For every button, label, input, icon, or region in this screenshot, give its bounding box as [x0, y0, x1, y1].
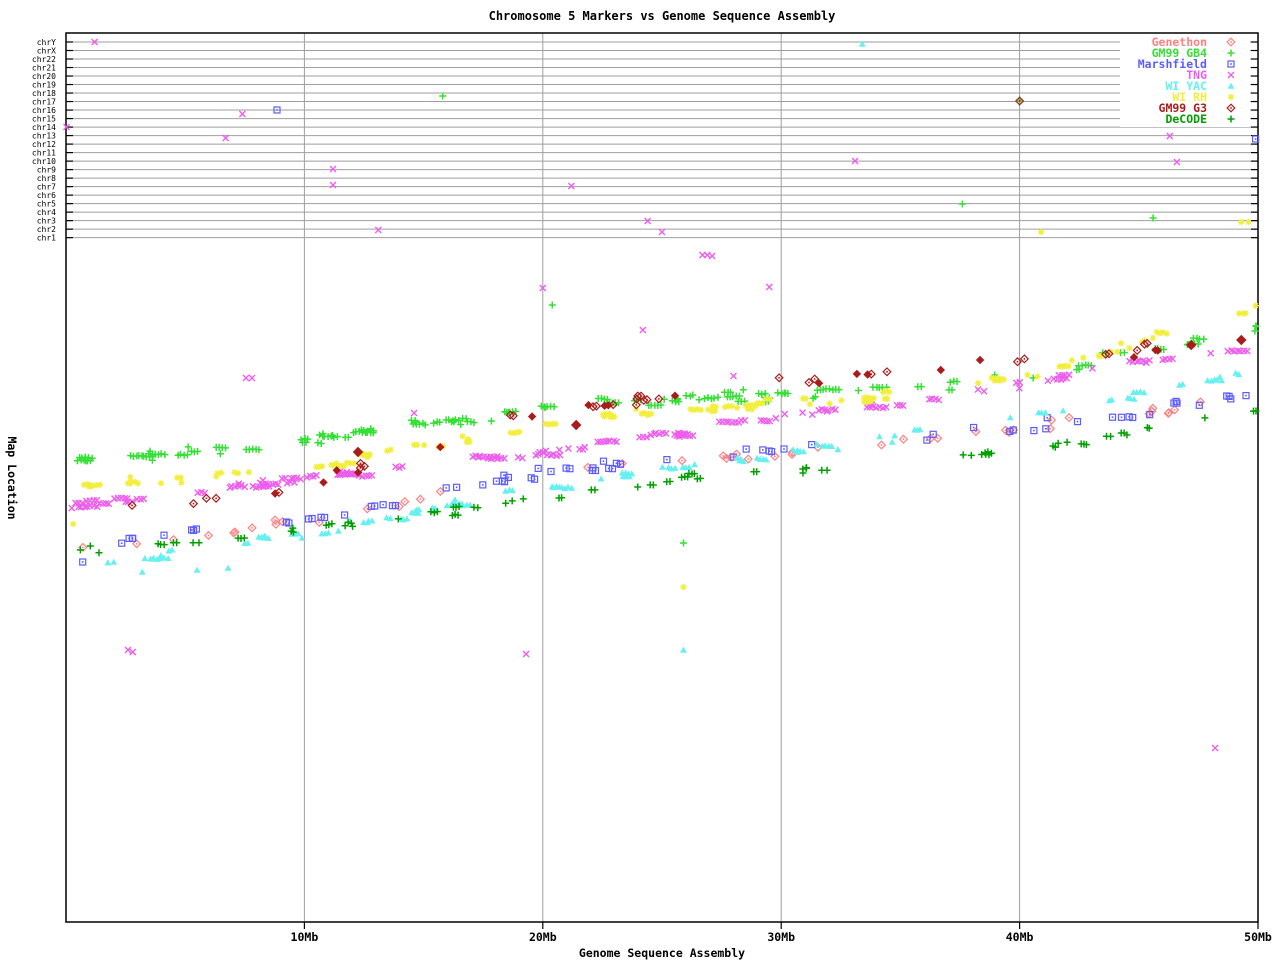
x-axis-title: Genome Sequence Assembly: [578, 946, 746, 960]
axis-ticks: [66, 41, 1259, 929]
row-label-chr16: chr16: [32, 106, 56, 115]
series-marshfield: [79, 106, 1260, 566]
series-tng: [62, 38, 1251, 752]
x-tick-label-10Mb: 10Mb: [291, 930, 319, 944]
row-label-chrY: chrY: [37, 38, 56, 47]
legend-marker-star: [1227, 93, 1235, 101]
legend-label: DeCODE: [1165, 112, 1207, 126]
gridlines: [66, 33, 1258, 922]
x-tick-label-30Mb: 30Mb: [767, 930, 795, 944]
row-label-chr15: chr15: [32, 115, 56, 124]
row-label-chr3: chr3: [37, 217, 56, 226]
legend-box: [1120, 35, 1250, 127]
legend-item-gm99-g3: GM99 G3: [1159, 101, 1236, 115]
row-label-chr4: chr4: [37, 208, 56, 217]
legend-item-genethon: Genethon: [1152, 35, 1236, 49]
row-label-chr2: chr2: [37, 225, 56, 234]
legend-item-decode: DeCODE: [1165, 112, 1236, 126]
legend-item-tng: TNG: [1186, 68, 1235, 82]
legend-label: Genethon: [1152, 35, 1207, 49]
x-tick-label-50Mb: 50Mb: [1244, 930, 1272, 944]
legend-label: TNG: [1186, 68, 1207, 82]
row-label-chr19: chr19: [32, 81, 56, 90]
row-label-chr22: chr22: [32, 55, 56, 64]
row-label-chr13: chr13: [32, 132, 56, 141]
row-label-chr20: chr20: [32, 72, 56, 81]
legend-label: GM99 G3: [1159, 101, 1208, 115]
row-labels: chrYchrXchr22chr21chr20chr19chr18chr17ch…: [32, 38, 56, 243]
legend-item-wi-yac: WI YAC: [1165, 79, 1235, 93]
row-label-chr8: chr8: [37, 174, 56, 183]
legend-item-wi-rh: WI RH: [1172, 90, 1235, 104]
series-wi-yac: [104, 40, 1243, 653]
row-label-chr6: chr6: [37, 191, 56, 200]
chart-title: Chromosome 5 Markers vs Genome Sequence …: [488, 9, 836, 23]
row-label-chr17: chr17: [32, 98, 56, 107]
row-label-chrX: chrX: [37, 47, 56, 56]
row-label-chr1: chr1: [37, 234, 56, 243]
legend-label: GM99 GB4: [1152, 46, 1207, 60]
row-label-chr21: chr21: [32, 64, 56, 73]
legend-label: WI YAC: [1165, 79, 1207, 93]
row-label-chr12: chr12: [32, 140, 56, 149]
row-label-chr10: chr10: [32, 157, 56, 166]
row-label-chr5: chr5: [37, 200, 56, 209]
x-tick-label-40Mb: 40Mb: [1006, 930, 1034, 944]
row-label-chr18: chr18: [32, 89, 56, 98]
legend-item-gm99-gb4: GM99 GB4: [1152, 46, 1236, 60]
legend-label: Marshfield: [1138, 57, 1207, 71]
x-tick-labels: 10Mb 20Mb 30Mb 40Mb 50Mb: [291, 930, 1272, 944]
x-tick-label-20Mb: 20Mb: [529, 930, 557, 944]
row-label-chr9: chr9: [37, 166, 56, 175]
row-label-chr7: chr7: [37, 183, 56, 192]
series-genethon: [78, 397, 1205, 552]
plot-border: [65, 32, 1259, 923]
legend-label: WI RH: [1172, 90, 1207, 104]
series-gm99-g3: [127, 96, 1247, 510]
row-label-chr11: chr11: [32, 149, 56, 158]
legend-item-marshfield: Marshfield: [1138, 57, 1235, 71]
row-label-chr14: chr14: [32, 123, 56, 132]
series-decode: [76, 406, 1261, 557]
